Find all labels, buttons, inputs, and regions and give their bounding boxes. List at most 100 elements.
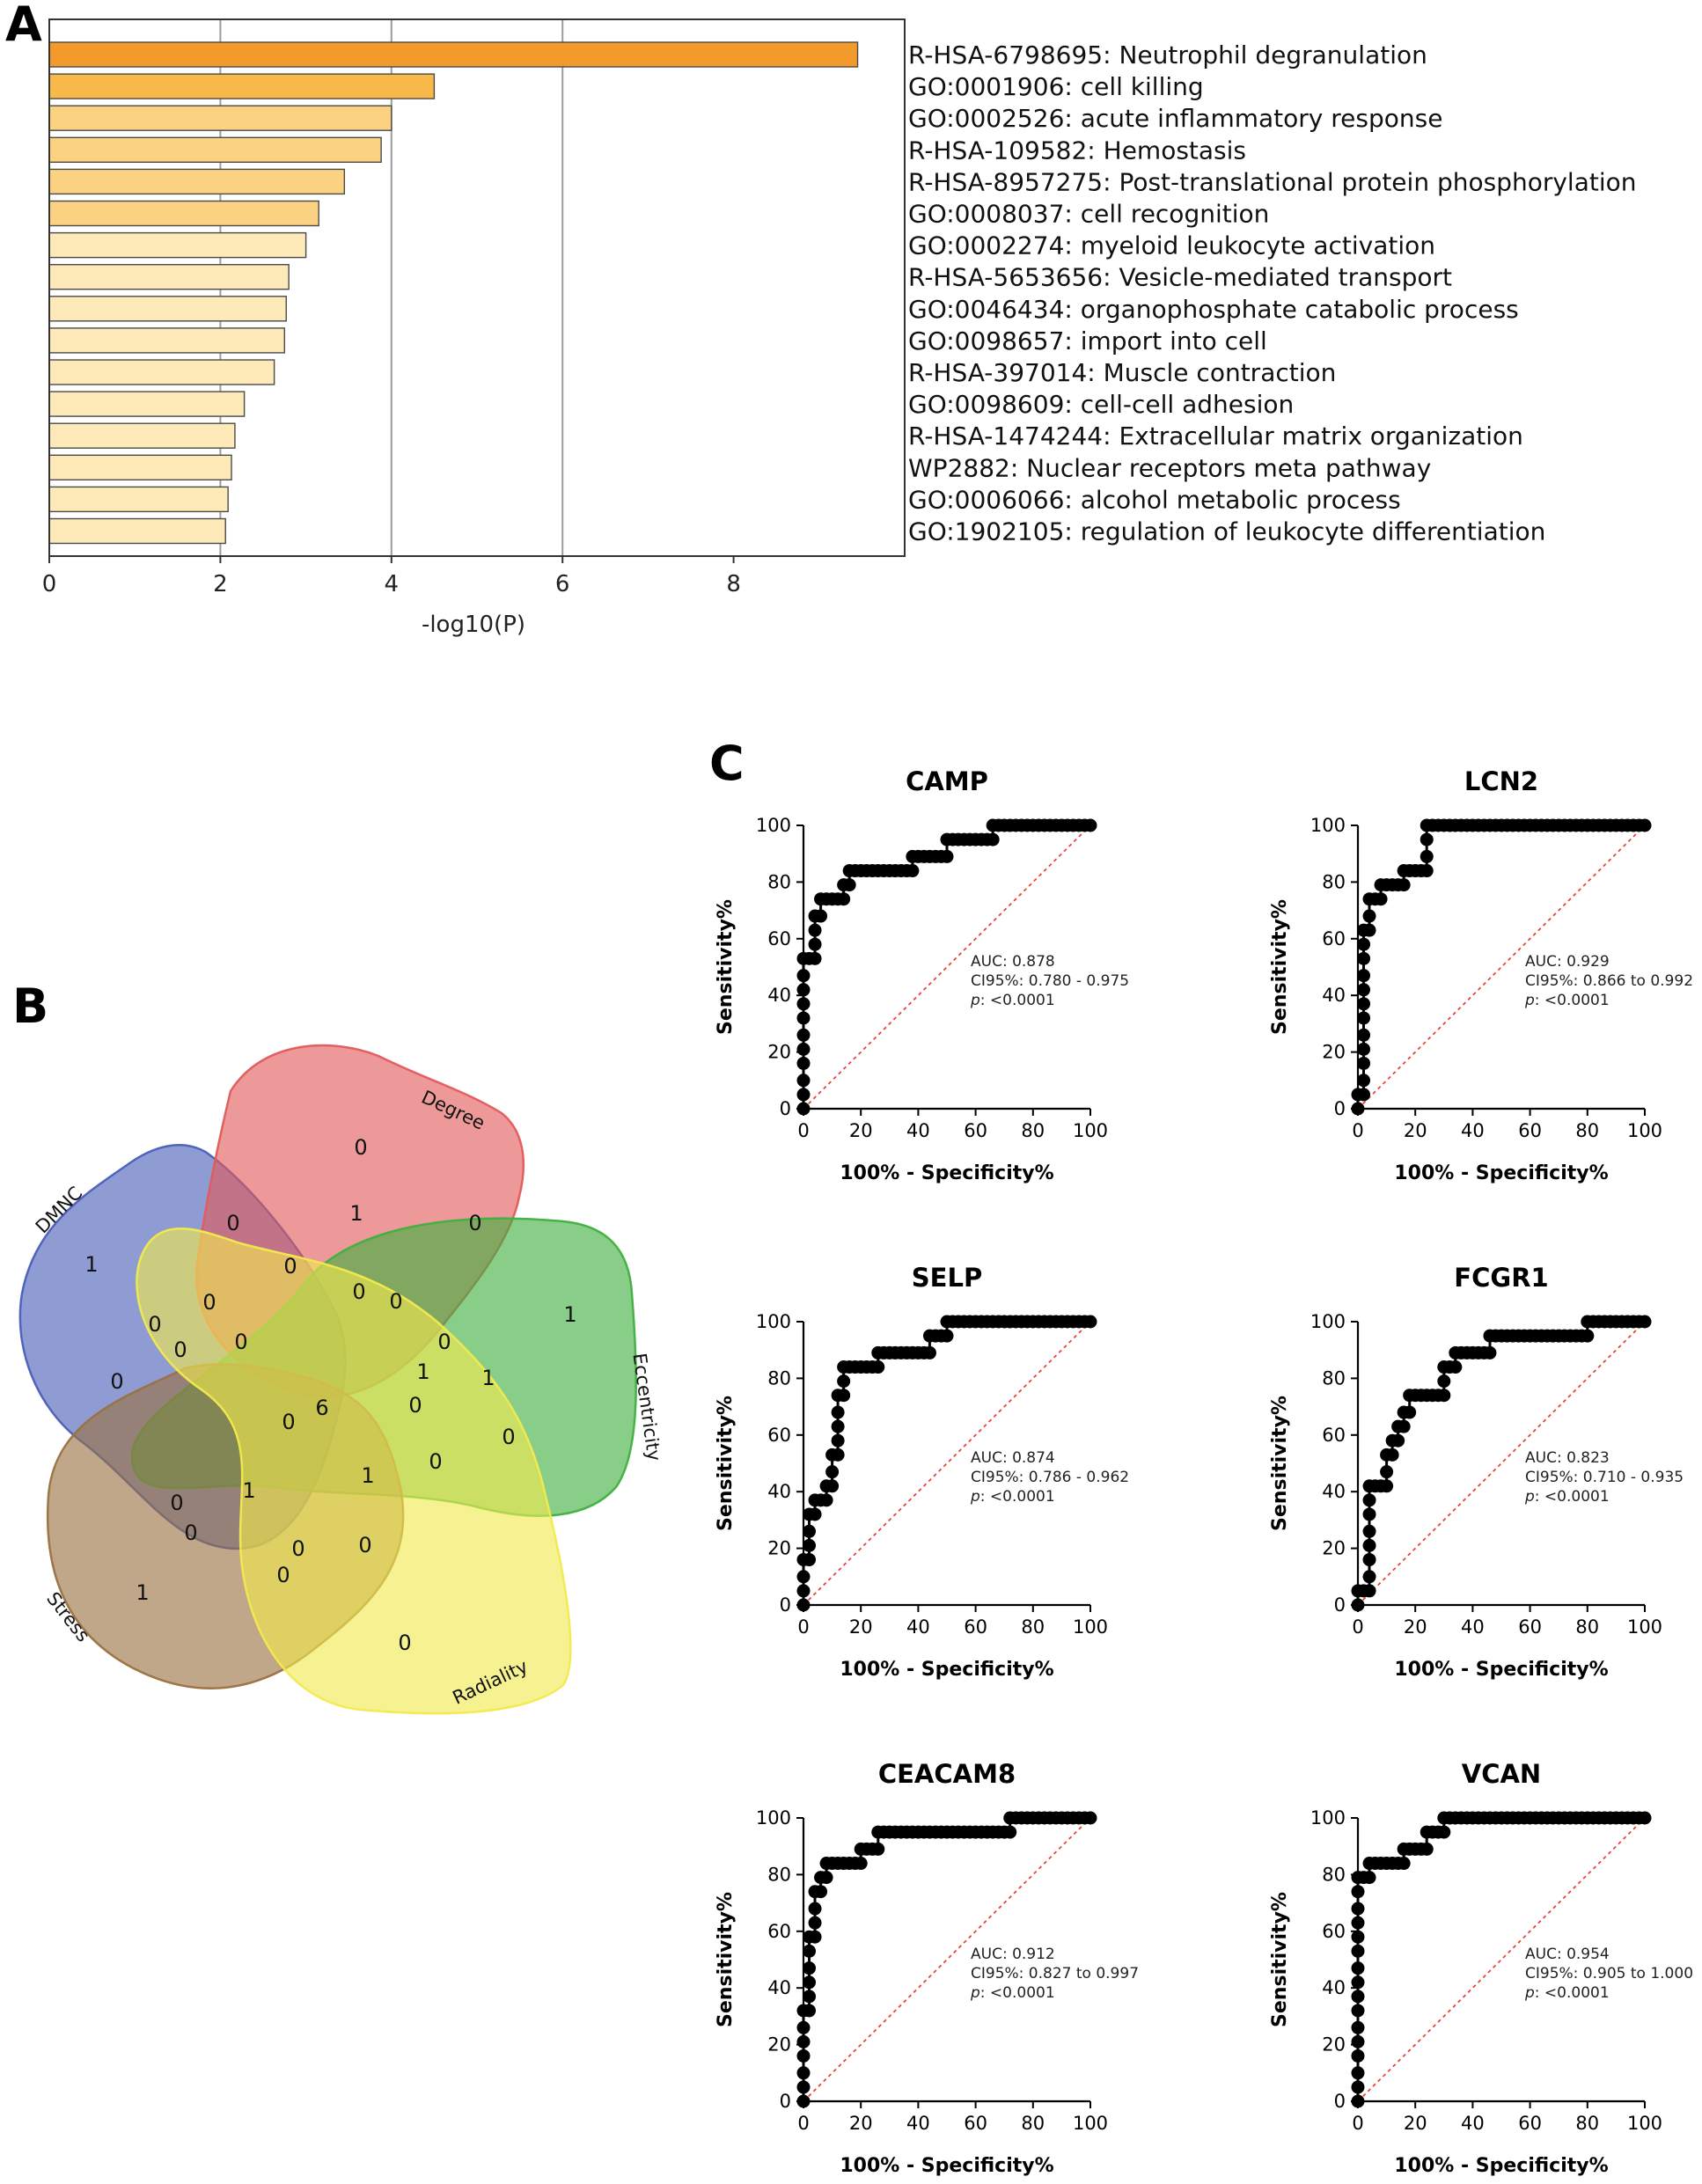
roc-y-tick-label: 0 <box>1334 1594 1346 1616</box>
roc-point <box>986 832 1000 846</box>
roc-point <box>803 1975 817 1990</box>
bar <box>48 327 285 354</box>
roc-point <box>837 892 851 906</box>
roc-point <box>1437 1825 1451 1839</box>
roc-point <box>808 1507 822 1521</box>
roc-plot: FCGR1 00 20 20 40 40 60 60 80 80 100 100 100% - Spec… <box>1269 1263 1684 1681</box>
roc-point <box>1351 1990 1365 2004</box>
roc-x-tick-label: 80 <box>1575 1616 1599 1638</box>
roc-point <box>1391 1433 1405 1447</box>
roc-ci-text: CI95%: 0.710 - 0.935 <box>1525 1469 1684 1486</box>
x-tick-label: 2 <box>213 571 228 597</box>
venn-region-count: 0 <box>276 1563 290 1587</box>
roc-point <box>796 1102 811 1116</box>
bar <box>48 200 319 227</box>
venn-region-count: 0 <box>282 1410 295 1434</box>
bar-category-label: R-HSA-5653656: Vesicle-mediated transpor… <box>908 263 1452 292</box>
roc-point <box>1362 909 1376 923</box>
bar-category-label: GO:0008037: cell recognition <box>908 200 1269 229</box>
venn-region-count: 0 <box>358 1533 371 1557</box>
bar-category-label: R-HSA-397014: Muscle contraction <box>908 358 1336 387</box>
roc-auc-text: AUC: 0.878 <box>971 953 1055 971</box>
roc-point <box>808 1902 822 1916</box>
roc-y-tick-label: 80 <box>1322 1367 1346 1389</box>
roc-point <box>854 1857 868 1871</box>
roc-title: FCGR1 <box>1454 1263 1548 1293</box>
roc-x-tick-label: 100 <box>1627 2113 1662 2134</box>
roc-auc-text: AUC: 0.912 <box>971 1946 1055 1963</box>
venn-region-count: 1 <box>242 1478 255 1503</box>
bar <box>48 359 275 385</box>
roc-y-tick-label: 20 <box>767 2034 791 2056</box>
roc-y-tick-label: 60 <box>1322 1425 1346 1446</box>
bar <box>48 517 226 545</box>
roc-y-tick-label: 40 <box>767 1481 791 1502</box>
bar-category-label: GO:0098657: import into cell <box>908 326 1267 355</box>
venn-region-count: 1 <box>361 1463 374 1488</box>
roc-point <box>803 1552 817 1566</box>
roc-x-tick-label: 20 <box>1404 1616 1427 1638</box>
roc-point <box>808 1930 822 1944</box>
roc-point <box>1420 1842 1434 1856</box>
bar-category-label: GO:1902105: regulation of leukocyte diff… <box>908 517 1545 546</box>
bar <box>48 422 236 449</box>
roc-x-tick-label: 100 <box>1627 1616 1662 1638</box>
roc-point <box>796 1074 811 1088</box>
roc-point <box>1357 983 1371 997</box>
roc-point <box>906 864 920 878</box>
roc-x-tick-label: 60 <box>964 1616 987 1638</box>
roc-ci-text: CI95%: 0.866 to 0.992 <box>1525 972 1693 990</box>
roc-x-tick-label: 40 <box>906 1120 930 1141</box>
roc-point <box>1362 1871 1376 1885</box>
roc-point <box>1351 2034 1365 2048</box>
roc-plot: SELP 00 20 20 40 40 60 60 80 80 100 100 100% - Speci… <box>715 1263 1129 1681</box>
roc-point <box>1362 1552 1376 1566</box>
roc-point <box>796 969 811 983</box>
roc-ci-text: CI95%: 0.905 to 1.000 <box>1525 1965 1693 1982</box>
roc-p-label: p <box>970 992 980 1009</box>
roc-point <box>796 1028 811 1042</box>
roc-x-tick-label: 100 <box>1073 1616 1108 1638</box>
roc-y-tick-label: 40 <box>1322 1481 1346 1502</box>
roc-point <box>808 923 822 937</box>
roc-p-label: p <box>970 1488 980 1506</box>
panel-b-letter: B <box>12 978 48 1034</box>
roc-point <box>831 1433 845 1447</box>
roc-x-tick-label: 20 <box>849 1616 873 1638</box>
roc-y-tick-label: 100 <box>756 1311 791 1332</box>
roc-x-tick-label: 100 <box>1627 1120 1662 1141</box>
roc-y-tick-label: 60 <box>767 1921 791 1942</box>
bar-chart-x-ticks: 0 2 4 6 8 <box>42 556 741 597</box>
roc-point <box>819 1493 833 1507</box>
bar-category-label: R-HSA-1474244: Extracellular matrix orga… <box>908 421 1523 451</box>
panel-c-letter: C <box>709 736 745 791</box>
roc-x-tick-label: 20 <box>1404 1120 1427 1141</box>
roc-point <box>796 1598 811 1612</box>
roc-point <box>831 1405 845 1419</box>
roc-point <box>796 1088 811 1102</box>
roc-point <box>831 1447 845 1462</box>
roc-point <box>1362 1524 1376 1538</box>
roc-ci-text: CI95%: 0.827 to 0.997 <box>971 1965 1139 1982</box>
roc-point <box>1003 1825 1017 1839</box>
roc-point <box>1357 937 1371 951</box>
x-tick-label: 8 <box>726 571 741 597</box>
roc-point <box>796 2048 811 2063</box>
bar <box>48 105 392 131</box>
bar-category-label: GO:0006066: alcohol metabolic process <box>908 485 1401 514</box>
roc-y-tick-label: 20 <box>1322 1042 1346 1063</box>
roc-x-tick-label: 0 <box>797 1616 809 1638</box>
roc-auc-text: AUC: 0.954 <box>1525 1946 1610 1963</box>
roc-point <box>831 1419 845 1433</box>
roc-x-tick-label: 100 <box>1073 1120 1108 1141</box>
roc-x-tick-label: 0 <box>797 1120 809 1141</box>
roc-point <box>1420 864 1434 878</box>
roc-point <box>1357 1074 1371 1088</box>
roc-y-axis-label: Sensitivity% <box>1269 1892 1291 2027</box>
roc-y-axis-label: Sensitivity% <box>715 1892 737 2027</box>
bar-category-label: GO:0046434: organophosphate catabolic pr… <box>908 295 1519 324</box>
bar-chart-frame <box>48 18 906 557</box>
roc-y-tick-label: 80 <box>767 1367 791 1389</box>
